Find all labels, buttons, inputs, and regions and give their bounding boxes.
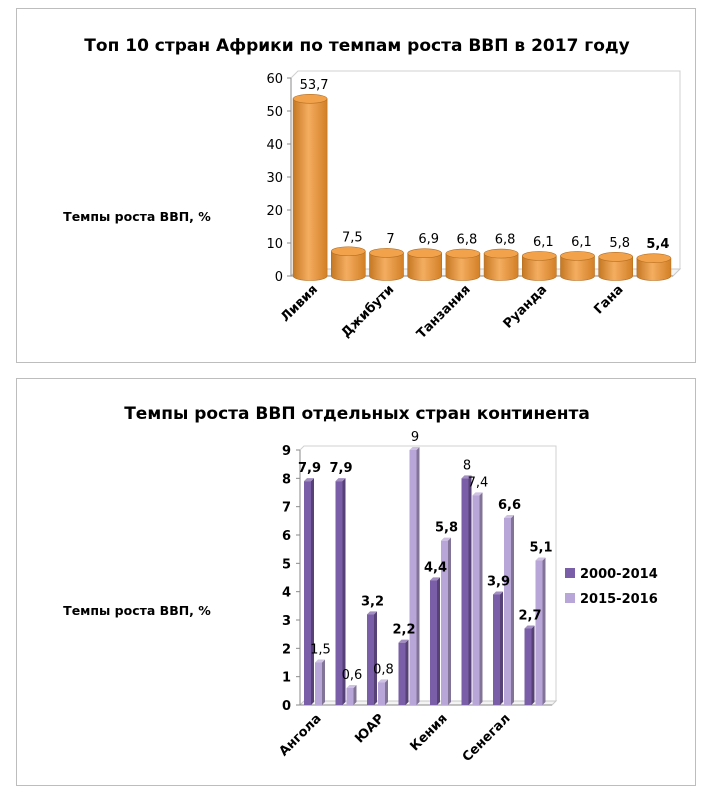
bar xyxy=(598,252,634,281)
bar-2000-2014 xyxy=(398,639,409,705)
bar xyxy=(292,93,328,281)
data-label: 6,1 xyxy=(533,235,554,250)
y-tick-label: 30 xyxy=(266,171,283,186)
x-tick-label: Джибути xyxy=(339,282,398,341)
data-label: 6,8 xyxy=(457,233,478,248)
data-label: 7,4 xyxy=(468,475,489,490)
y-axis-title: Темпы роста ВВП, % xyxy=(63,209,211,224)
y-tick-label: 4 xyxy=(282,586,291,601)
data-label: 7,9 xyxy=(298,461,321,476)
data-label: 5,8 xyxy=(435,521,458,536)
bar-2015-2016 xyxy=(346,685,357,705)
chart-panel-gdp-countries: Темпы роста ВВП отдельных стран континен… xyxy=(16,378,696,786)
bar-2000-2014 xyxy=(304,478,314,705)
data-label: 8 xyxy=(463,458,471,473)
y-tick-label: 1 xyxy=(282,671,291,686)
data-label: 6,1 xyxy=(571,235,592,250)
data-label: 2,2 xyxy=(392,623,415,638)
chart-panel-gdp-top10: Топ 10 стран Африки по темпам роста ВВП … xyxy=(16,8,696,363)
bar-2015-2016 xyxy=(409,447,420,705)
data-label: 53,7 xyxy=(300,78,329,93)
data-label: 4,4 xyxy=(424,560,447,575)
bar-2000-2014 xyxy=(493,591,503,705)
bar-2015-2016 xyxy=(315,659,325,705)
y-tick-label: 8 xyxy=(282,472,291,487)
y-tick-label: 0 xyxy=(275,270,283,285)
x-tick-label: Танзания xyxy=(414,282,474,342)
y-tick-label: 9 xyxy=(282,444,291,459)
data-label: 7,9 xyxy=(329,461,352,476)
data-label: 5,4 xyxy=(646,237,669,252)
legend-swatch-2000-2014 xyxy=(565,568,575,578)
bar xyxy=(445,248,481,281)
bar xyxy=(636,253,672,281)
y-tick-label: 2 xyxy=(282,642,291,657)
bar-2015-2016 xyxy=(472,492,483,705)
legend-label-2015-2016: 2015-2016 xyxy=(580,592,658,607)
y-tick-label: 6 xyxy=(282,529,291,544)
chart-title: Топ 10 стран Африки по темпам роста ВВП … xyxy=(84,36,629,56)
x-tick-label: Руанда xyxy=(501,282,551,332)
data-label: 7,5 xyxy=(342,230,363,245)
x-tick-label: Кения xyxy=(408,711,451,754)
data-label: 5,8 xyxy=(609,236,630,251)
legend-swatch-2015-2016 xyxy=(565,593,575,603)
legend: 2000-2014 2015-2016 xyxy=(565,567,658,607)
x-tick-label: Ангола xyxy=(276,711,324,759)
bar xyxy=(521,251,557,281)
bar-2000-2014 xyxy=(430,577,440,705)
bar-2015-2016 xyxy=(378,679,388,705)
bar-2015-2016 xyxy=(441,537,451,705)
x-tick-label: Гана xyxy=(591,282,626,317)
legend-label-2000-2014: 2000-2014 xyxy=(580,567,658,582)
bar xyxy=(330,246,366,281)
data-label: 7 xyxy=(386,232,394,247)
y-tick-label: 3 xyxy=(282,614,291,629)
data-label: 6,8 xyxy=(495,233,516,248)
x-tick-label: ЮАР xyxy=(352,711,387,746)
chart-gdp-top10: Топ 10 стран Африки по темпам роста ВВП … xyxy=(63,36,682,342)
bar-2000-2014 xyxy=(524,625,535,705)
y-tick-label: 20 xyxy=(266,204,283,219)
data-label: 5,1 xyxy=(529,541,552,556)
data-label: 6,6 xyxy=(498,498,521,513)
bar-2000-2014 xyxy=(367,611,377,705)
bar-2000-2014 xyxy=(461,475,472,705)
y-tick-label: 5 xyxy=(282,557,291,572)
bar xyxy=(407,248,443,281)
y-tick-label: 0 xyxy=(282,699,291,714)
x-tick-label: Ливия xyxy=(278,282,321,325)
y-tick-label: 50 xyxy=(266,105,283,120)
bar xyxy=(483,248,519,281)
chart-title: Темпы роста ВВП отдельных стран континен… xyxy=(124,404,590,424)
bar xyxy=(560,251,595,281)
y-axis-title: Темпы роста ВВП, % xyxy=(63,603,211,618)
data-label: 3,9 xyxy=(487,575,510,590)
data-label: 2,7 xyxy=(518,609,541,624)
data-label: 1,5 xyxy=(310,643,331,658)
y-tick-label: 10 xyxy=(266,237,283,252)
chart-gdp-countries: Темпы роста ВВП отдельных стран континен… xyxy=(63,404,658,765)
x-tick-label: Сенегал xyxy=(460,711,514,765)
data-label: 9 xyxy=(411,430,419,445)
data-label: 0,8 xyxy=(373,662,394,677)
bar-2015-2016 xyxy=(504,515,514,705)
data-label: 6,9 xyxy=(418,232,439,247)
data-label: 3,2 xyxy=(361,594,384,609)
y-tick-label: 7 xyxy=(282,501,291,516)
y-tick-label: 40 xyxy=(266,138,283,153)
bar xyxy=(369,248,404,281)
bar-2000-2014 xyxy=(335,478,346,705)
y-tick-label: 60 xyxy=(266,72,283,87)
data-label: 0,6 xyxy=(342,668,363,683)
bar-2015-2016 xyxy=(535,557,546,705)
